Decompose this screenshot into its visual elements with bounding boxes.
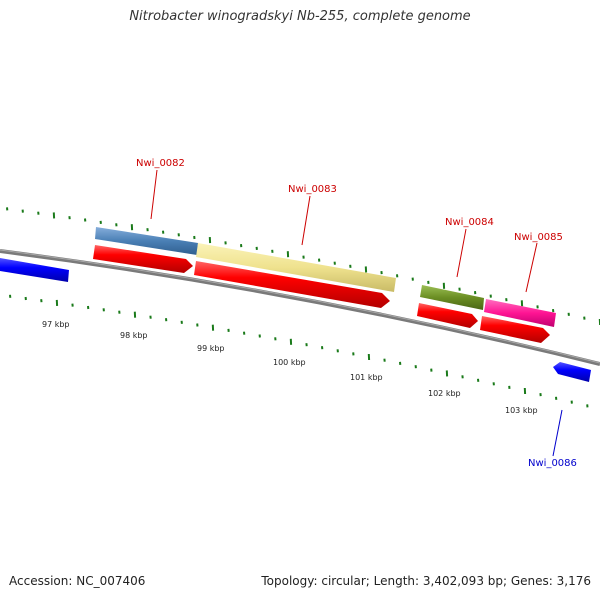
gene-arrow-nwi-0084[interactable] <box>417 303 478 328</box>
feature-bar-yellow[interactable] <box>196 243 396 292</box>
leader-line-nwi-0082 <box>150 169 158 220</box>
gene-arrow-nwi-0085[interactable] <box>480 316 550 343</box>
leader-line-nwi-0084 <box>456 228 467 278</box>
gene-arrow-nwi-0086[interactable] <box>553 362 591 382</box>
genome-backbone <box>0 249 600 366</box>
kbp-label: 101 kbp <box>350 373 383 382</box>
gene-arrow-left-edge[interactable] <box>0 258 69 282</box>
leader-line-nwi-0083 <box>301 195 311 246</box>
genome-info-text: Topology: circular; Length: 3,402,093 bp… <box>261 574 591 588</box>
kbp-label: 102 kbp <box>428 389 461 398</box>
kbp-label: 97 kbp <box>42 320 70 329</box>
upper-tick-row <box>6 207 600 326</box>
kbp-label: 99 kbp <box>197 344 225 353</box>
feature-bar-green[interactable] <box>420 285 484 310</box>
gene-label-nwi-0085[interactable]: Nwi_0085 <box>514 232 563 243</box>
genome-backbone-highlight <box>0 249 600 364</box>
kbp-label: 100 kbp <box>273 358 306 367</box>
accession-text: Accession: NC_007406 <box>9 574 146 588</box>
gene-label-nwi-0083[interactable]: Nwi_0083 <box>288 184 337 195</box>
gene-arrow-nwi-0082[interactable] <box>93 245 193 273</box>
gene-label-nwi-0082[interactable]: Nwi_0082 <box>136 158 185 169</box>
leader-line-nwi-0086 <box>552 409 563 457</box>
gene-arrow-nwi-0083[interactable] <box>194 261 390 308</box>
gene-label-nwi-0086[interactable]: Nwi_0086 <box>528 458 577 469</box>
feature-bar-blue[interactable] <box>95 227 198 255</box>
lower-tick-row <box>9 294 589 408</box>
leader-line-nwi-0085 <box>525 242 538 293</box>
map-title: Nitrobacter winogradskyi Nb-255, complet… <box>129 9 471 24</box>
gene-label-nwi-0084[interactable]: Nwi_0084 <box>445 217 494 228</box>
feature-bar-pink[interactable] <box>484 299 556 327</box>
kbp-label: 103 kbp <box>505 406 538 415</box>
kbp-label: 98 kbp <box>120 331 148 340</box>
